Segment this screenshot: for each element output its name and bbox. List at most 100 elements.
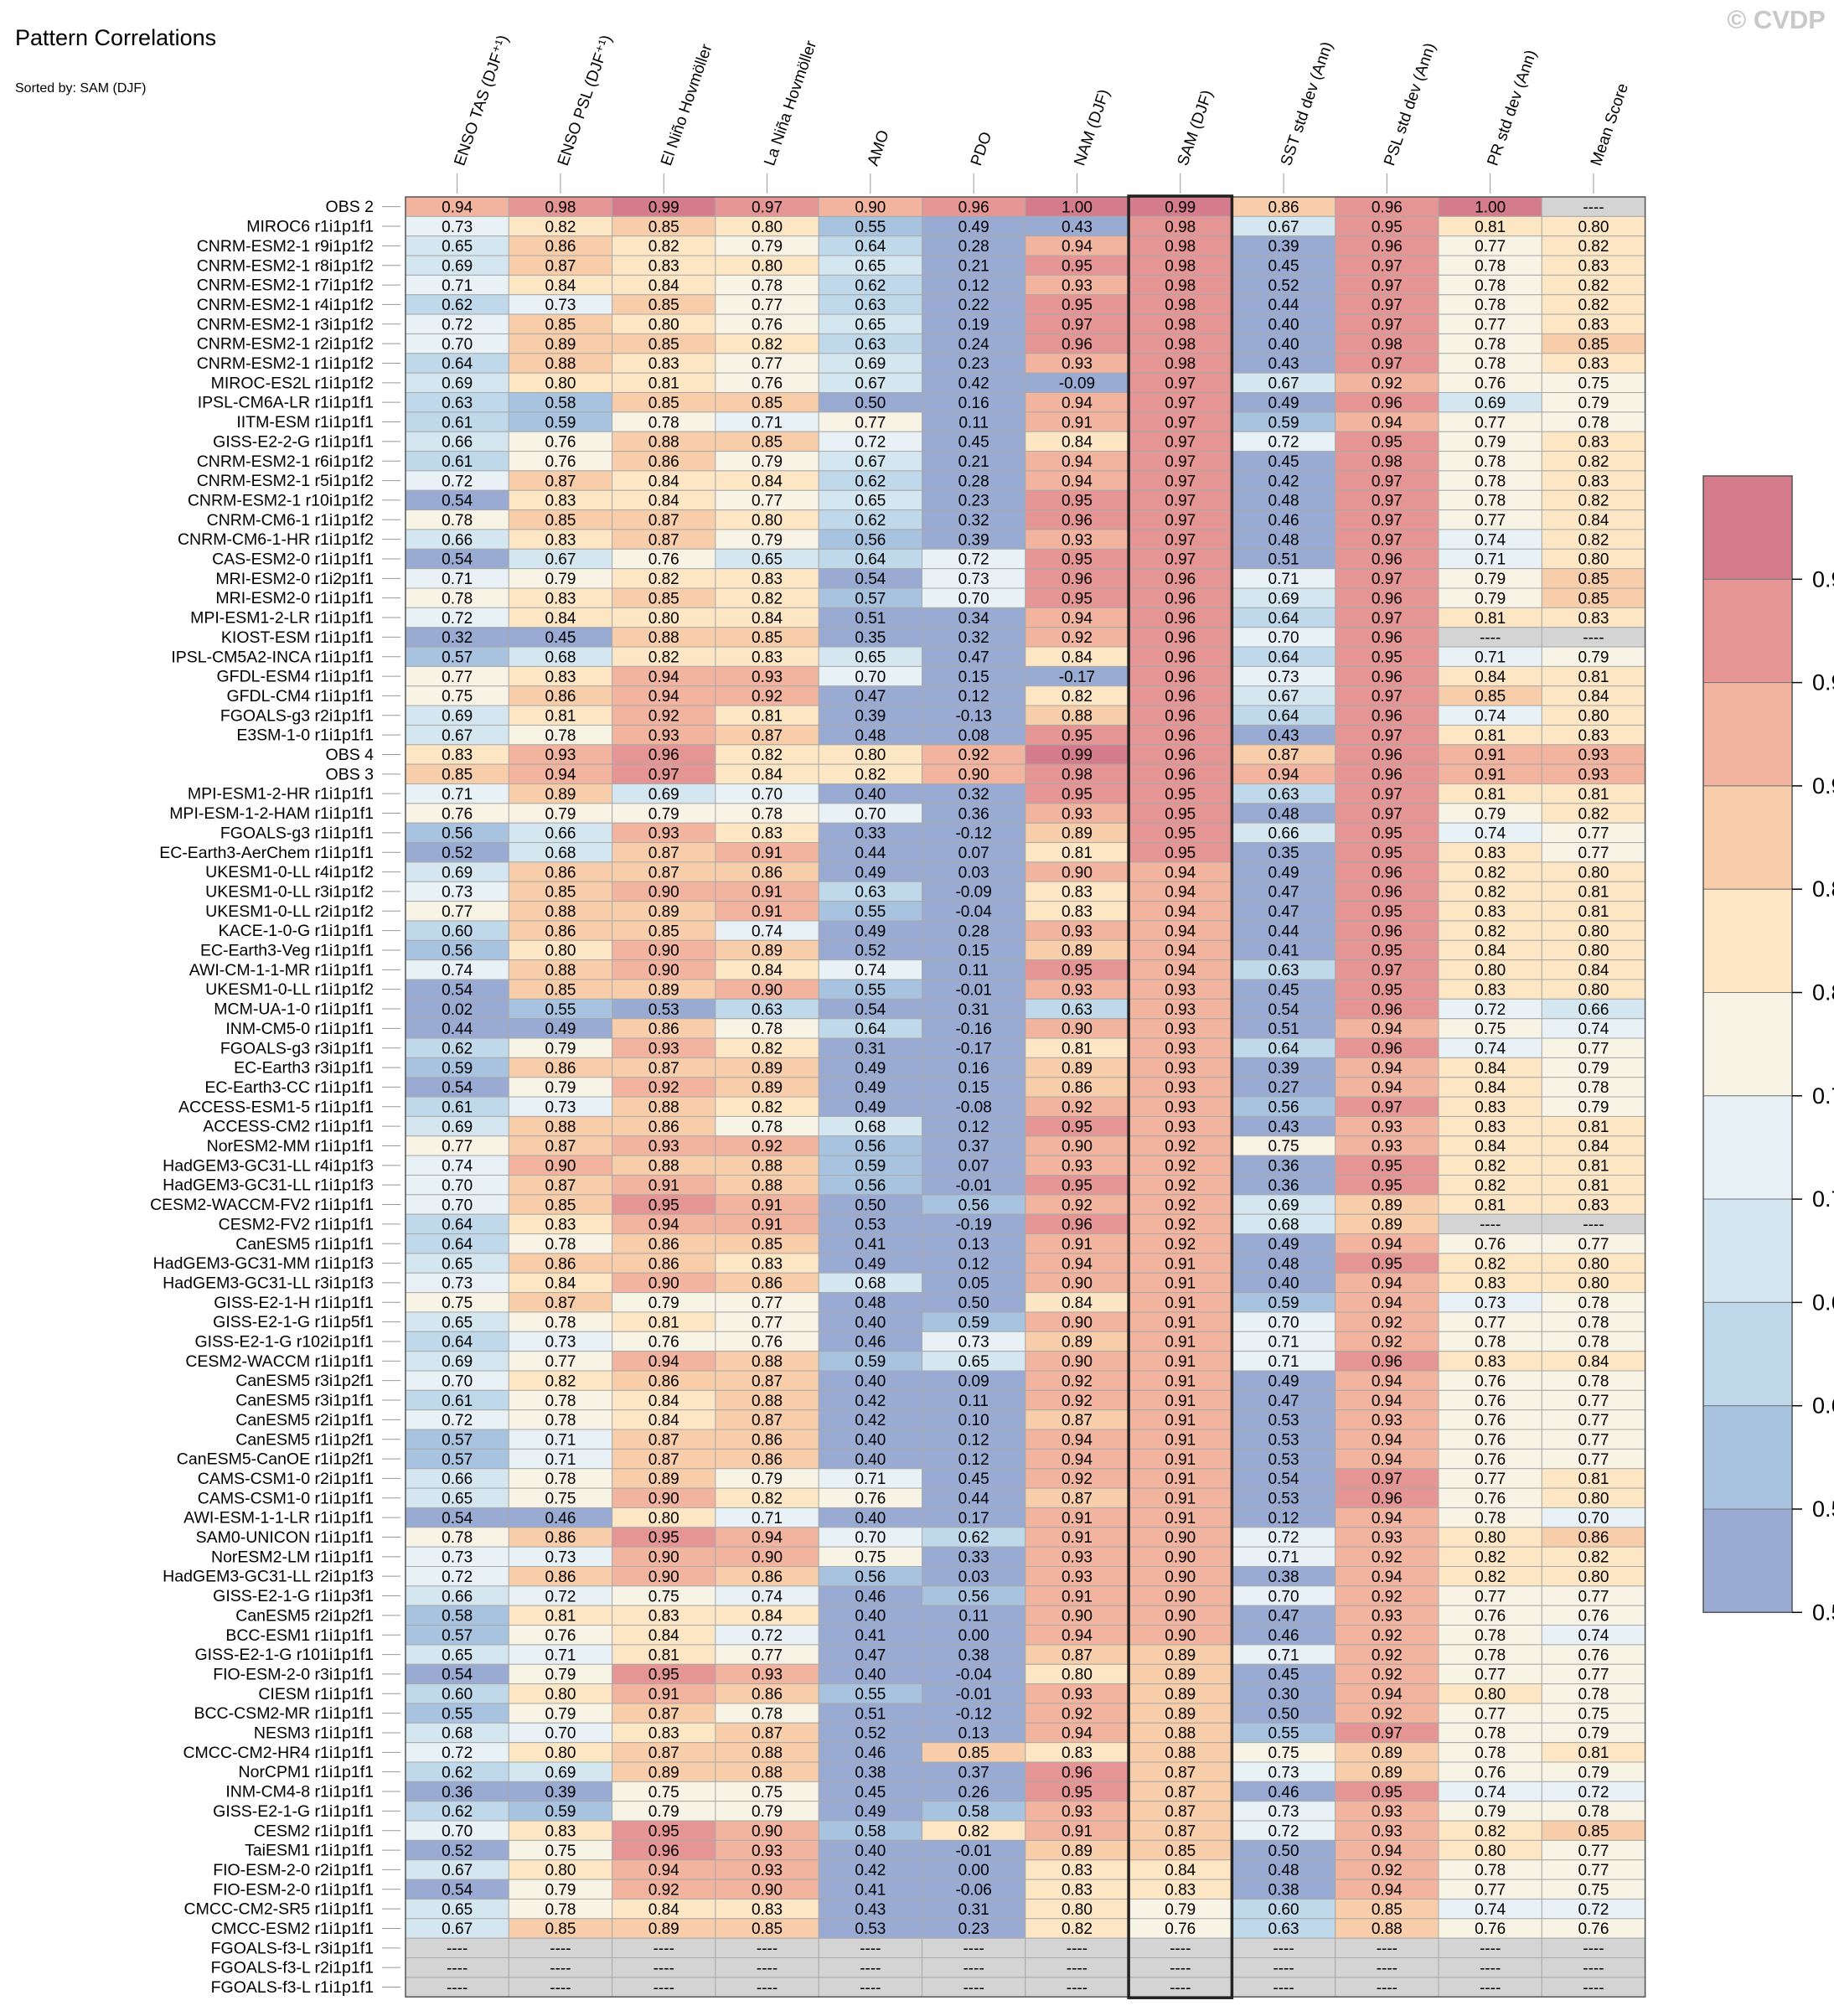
cell-value: 0.65 xyxy=(442,1255,473,1273)
row-label: GFDL-ESM4 r1i1p1f1 xyxy=(217,668,375,686)
cell-value: 0.56 xyxy=(855,1569,886,1586)
row-label: MCM-UA-1-0 r1i1p1f1 xyxy=(214,1000,374,1019)
cell-value: 0.64 xyxy=(442,1236,473,1254)
cell-value: 0.97 xyxy=(1165,493,1196,510)
row-label: CNRM-ESM2-1 r2i1p1f2 xyxy=(197,335,374,354)
cell-value: 0.78 xyxy=(1578,1803,1609,1821)
cell-value: ---- xyxy=(1377,1941,1397,1958)
cell-value: ---- xyxy=(1377,1960,1397,1977)
cell-value: 0.79 xyxy=(1475,1803,1506,1821)
cell-value: 0.81 xyxy=(1475,610,1506,628)
row-label: EC-Earth3 r3i1p1f1 xyxy=(234,1059,374,1078)
cell-value: 0.87 xyxy=(648,1705,679,1723)
cell-value: 0.97 xyxy=(1372,317,1403,334)
cell-value: 0.92 xyxy=(958,747,989,764)
cell-value: 0.17 xyxy=(958,1510,989,1528)
cell-value: 0.84 xyxy=(1475,1060,1506,1078)
cell-value: 0.57 xyxy=(442,1431,473,1449)
cell-value: 0.82 xyxy=(545,219,576,236)
cell-value: 0.91 xyxy=(1062,1529,1093,1547)
row-label: KACE-1-0-G r1i1p1f1 xyxy=(219,922,374,940)
cell-value: 0.91 xyxy=(1165,1372,1196,1390)
cell-value: 0.96 xyxy=(1372,395,1403,412)
row-label: CanESM5 r3i1p2f1 xyxy=(235,1372,374,1390)
cell-value: 0.90 xyxy=(648,962,679,980)
cell-value: 0.87 xyxy=(545,257,576,275)
cell-value: 0.95 xyxy=(1372,434,1403,452)
cell-value: 0.84 xyxy=(1578,688,1609,706)
cell-value: 0.43 xyxy=(855,1901,886,1919)
cell-value: 0.67 xyxy=(545,551,576,569)
cell-value: 0.55 xyxy=(855,219,886,236)
cell-value: 0.78 xyxy=(1475,1510,1506,1528)
cell-value: 0.79 xyxy=(545,1882,576,1900)
cell-value: 0.47 xyxy=(855,1646,886,1664)
cell-value: 0.40 xyxy=(1268,336,1299,354)
cell-value: 0.83 xyxy=(545,493,576,510)
row-label: KIOST-ESM r1i1p1f1 xyxy=(221,628,374,647)
cell-value: 0.53 xyxy=(648,1001,679,1019)
cell-value: 0.95 xyxy=(1062,727,1093,745)
cell-value: 0.75 xyxy=(752,1784,783,1801)
cell-value: 0.40 xyxy=(855,1451,886,1469)
cell-value: 0.13 xyxy=(958,1725,989,1743)
cell-value: 0.62 xyxy=(855,512,886,530)
cell-value: 0.77 xyxy=(442,903,473,921)
cell-value: 0.85 xyxy=(545,981,576,999)
cell-value: ---- xyxy=(1170,1979,1191,1997)
cell-value: 0.69 xyxy=(855,355,886,373)
cell-value: 0.39 xyxy=(545,1784,576,1801)
cell-value: 0.82 xyxy=(1578,297,1609,314)
cell-value: 0.86 xyxy=(1268,199,1299,216)
cell-value: 0.98 xyxy=(1165,277,1196,295)
cell-value: 0.91 xyxy=(1165,1491,1196,1508)
cell-value: 0.92 xyxy=(1165,1158,1196,1176)
cell-value: 0.84 xyxy=(1578,962,1609,980)
cell-value: 0.81 xyxy=(1578,1745,1609,1762)
cell-value: 0.97 xyxy=(1372,257,1403,275)
cell-value: 0.56 xyxy=(855,1177,886,1195)
cell-value: 0.83 xyxy=(1062,1882,1093,1900)
cell-value: 0.82 xyxy=(1475,1569,1506,1586)
cell-value: 0.94 xyxy=(1372,1510,1403,1528)
cell-value: 0.94 xyxy=(1062,1255,1093,1273)
cell-value: 0.41 xyxy=(855,1627,886,1645)
cell-value: 0.70 xyxy=(855,1529,886,1547)
row-label: FIO-ESM-2-0 r2i1p1f1 xyxy=(213,1861,374,1879)
row-label: UKESM1-0-LL r3i1p1f2 xyxy=(205,882,374,901)
cell-value: 0.90 xyxy=(648,1491,679,1508)
column-header: PDO xyxy=(968,130,995,168)
cell-value: 0.69 xyxy=(442,864,473,881)
cell-value: 0.84 xyxy=(1475,669,1506,686)
cell-value: 0.63 xyxy=(855,297,886,314)
cell-value: 0.80 xyxy=(1578,864,1609,881)
cell-value: 0.67 xyxy=(855,453,886,471)
cell-value: 0.81 xyxy=(1578,903,1609,921)
cell-value: 0.79 xyxy=(1475,805,1506,823)
cell-value: 0.72 xyxy=(545,1588,576,1605)
cell-value: 0.56 xyxy=(958,1197,989,1214)
cell-value: 0.97 xyxy=(1372,571,1403,588)
cell-value: 0.96 xyxy=(1372,747,1403,764)
cell-value: 0.65 xyxy=(958,1353,989,1371)
cell-value: 0.82 xyxy=(648,571,679,588)
cell-value: 0.77 xyxy=(1578,1451,1609,1469)
cell-value: 0.28 xyxy=(958,238,989,256)
cell-value: 0.81 xyxy=(1578,884,1609,902)
cell-value: 0.71 xyxy=(1268,1549,1299,1567)
cell-value: 0.77 xyxy=(1475,317,1506,334)
cell-value: 0.65 xyxy=(442,1491,473,1508)
cell-value: 0.85 xyxy=(545,317,576,334)
colorbar-tick-label: 0.55 xyxy=(1812,1496,1834,1522)
cell-value: 0.94 xyxy=(1372,1569,1403,1586)
cell-value: 0.83 xyxy=(752,649,783,666)
cell-value: 0.93 xyxy=(1062,981,1093,999)
cell-value: 0.83 xyxy=(1578,257,1609,275)
cell-value: 0.38 xyxy=(855,1764,886,1781)
cell-value: 0.48 xyxy=(1268,1255,1299,1273)
cell-value: 0.82 xyxy=(752,1491,783,1508)
cell-value: 0.72 xyxy=(1268,434,1299,452)
cell-value: 0.21 xyxy=(958,257,989,275)
cell-value: 0.83 xyxy=(545,1822,576,1840)
cell-value: 0.69 xyxy=(1475,395,1506,412)
